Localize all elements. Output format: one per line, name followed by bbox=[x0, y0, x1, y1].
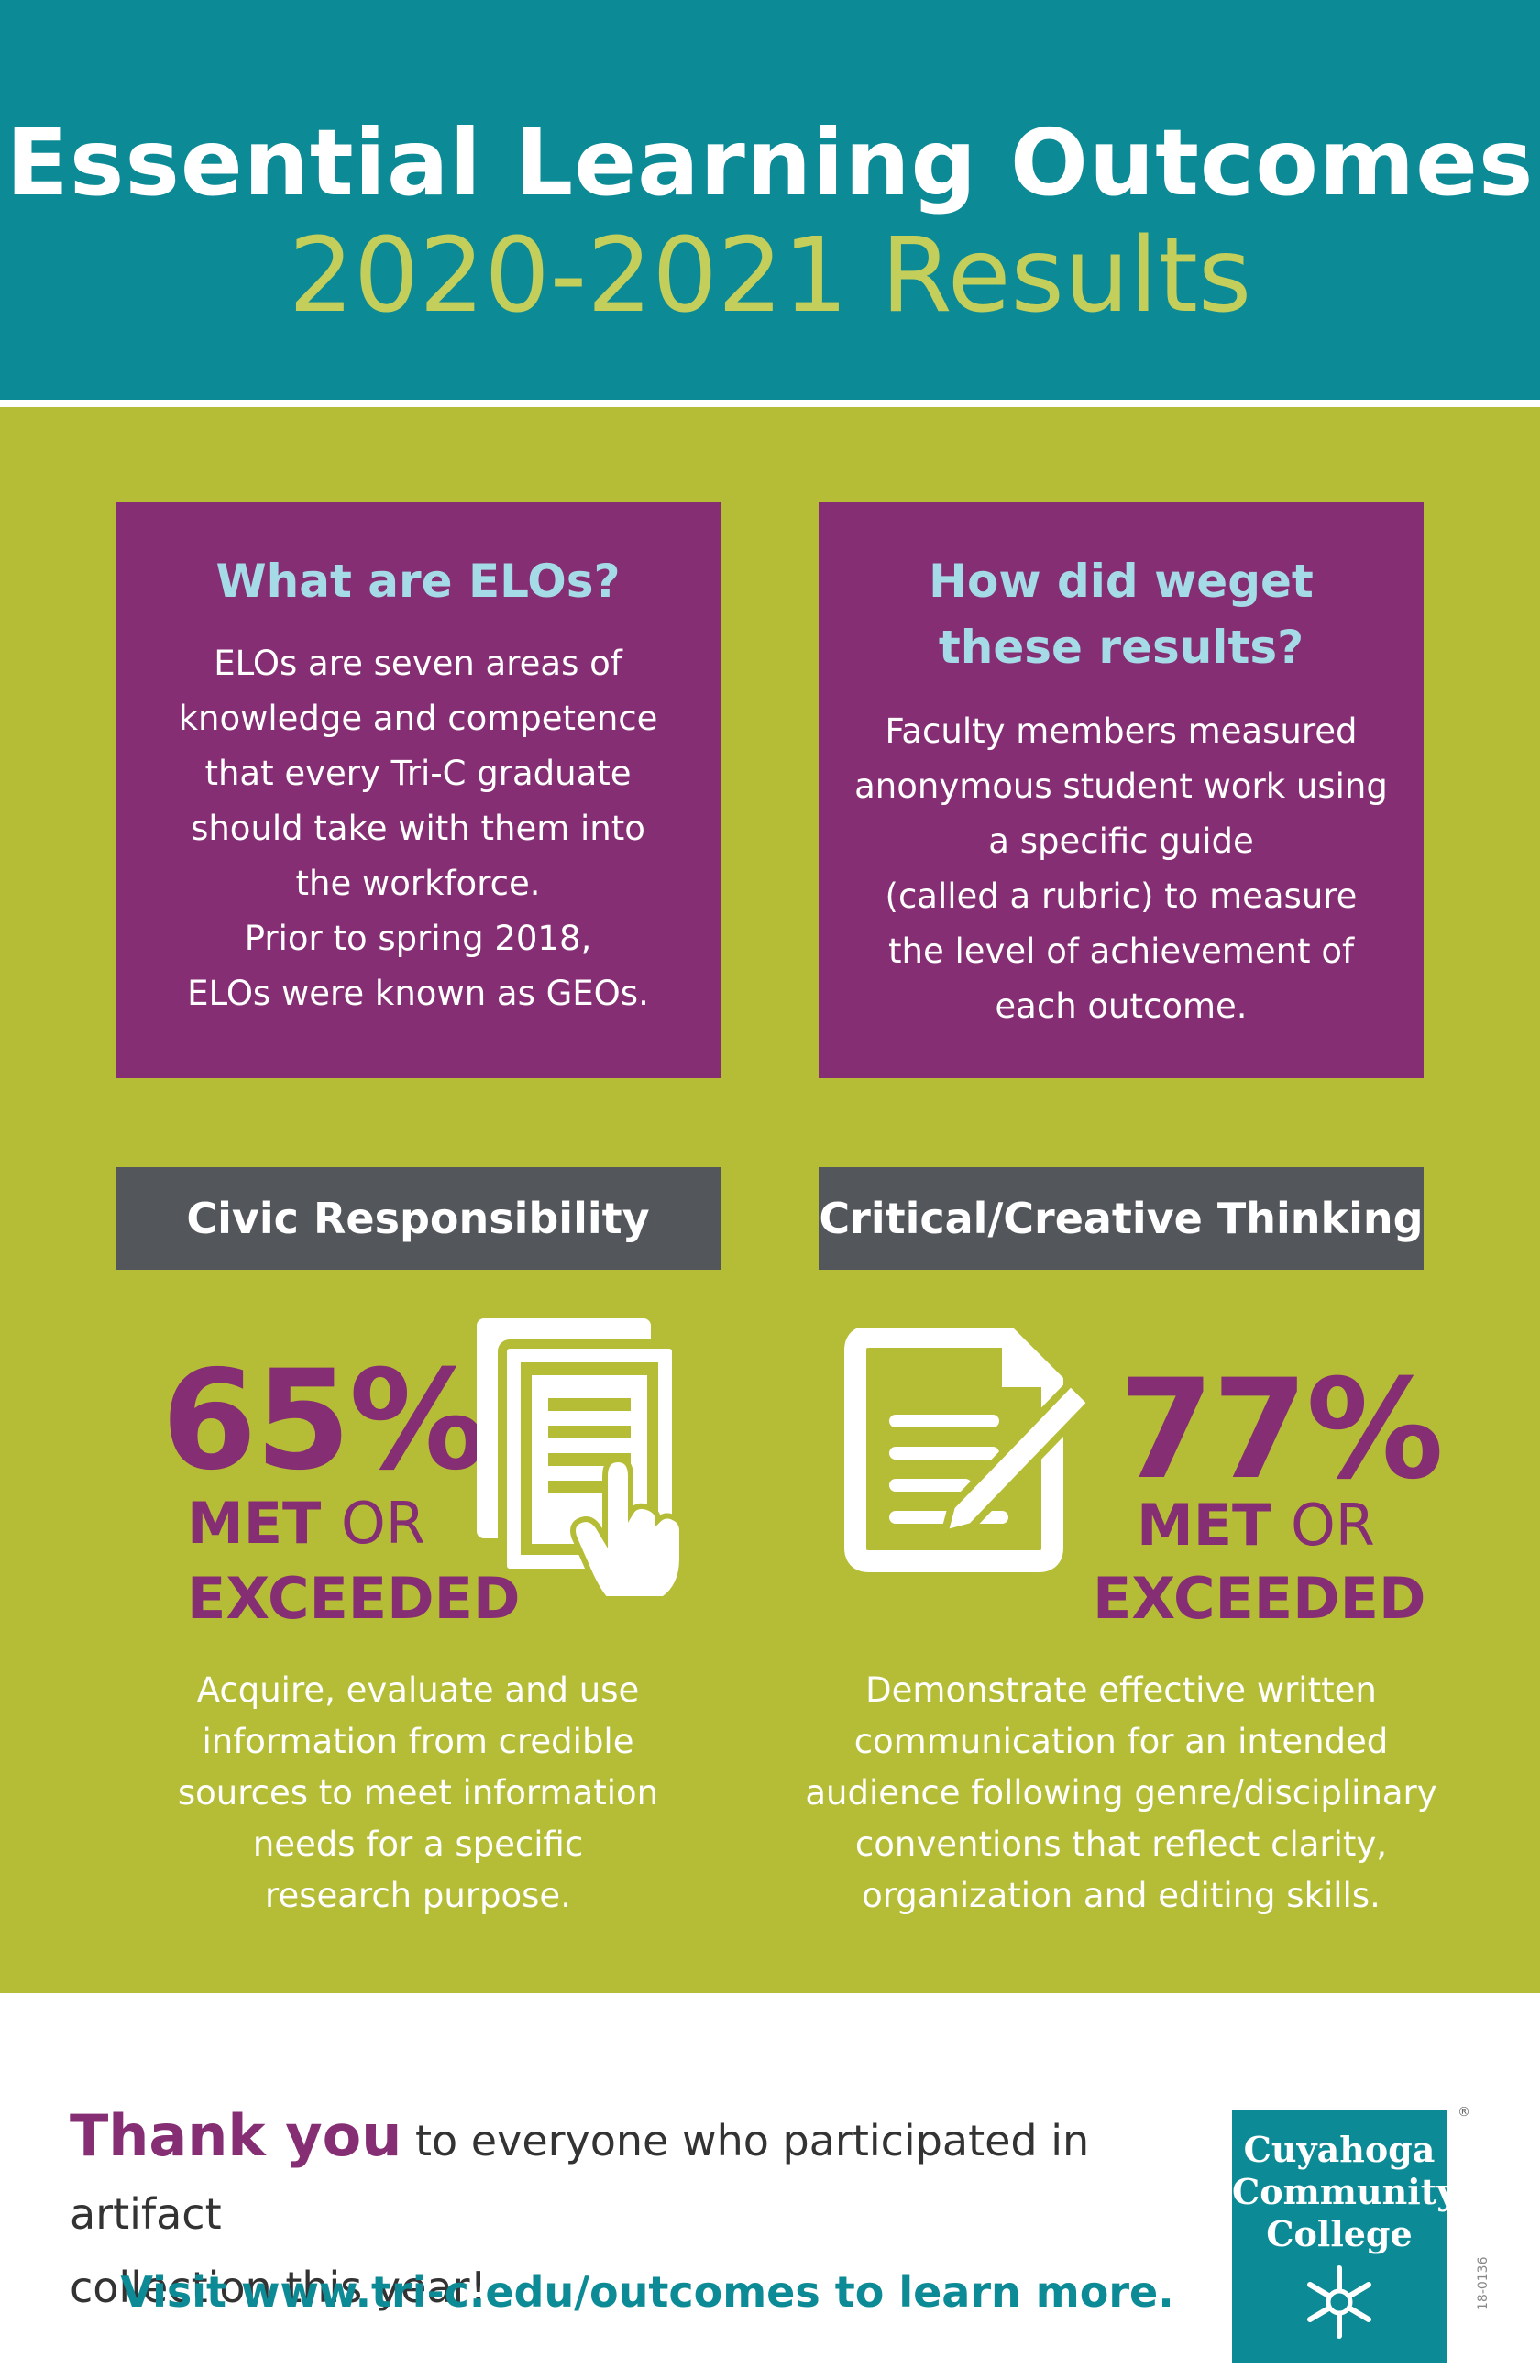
civic-responsibility-label: Civic Responsibility bbox=[116, 1167, 720, 1270]
critical-met-or: MET OR bbox=[1137, 1491, 1375, 1560]
note-line: ELOs were known as GEOs. bbox=[187, 974, 649, 1013]
critical-exceeded: EXCEEDED bbox=[1093, 1565, 1426, 1632]
desc-line: needs for a specific bbox=[252, 1824, 584, 1864]
desc-line: communication for an intended bbox=[853, 1722, 1389, 1761]
body-line: anonymous student work using bbox=[854, 766, 1388, 806]
page-title: Essential Learning Outcomes bbox=[6, 109, 1534, 216]
logo-line: College bbox=[1266, 2213, 1413, 2254]
body-line: the level of achievement of bbox=[887, 931, 1354, 971]
document-tap-icon bbox=[477, 1318, 685, 1602]
college-logo: Cuyahoga Community College bbox=[1232, 2110, 1458, 2363]
civic-description: Acquire, evaluate and use information fr… bbox=[116, 1665, 720, 1922]
body-line: Faculty members measured bbox=[885, 711, 1358, 751]
desc-line: information from credible bbox=[202, 1722, 634, 1761]
desc-line: conventions that reflect clarity, bbox=[854, 1824, 1388, 1864]
what-are-elos-body: ELOs are seven areas of knowledge and co… bbox=[116, 636, 720, 911]
desc-line: organization and editing skills. bbox=[862, 1876, 1380, 1915]
header-banner bbox=[0, 0, 1540, 400]
civic-met-or: MET OR bbox=[187, 1489, 425, 1559]
registered-mark: ® bbox=[1458, 2105, 1470, 2120]
how-results-heading: How did weget these results? bbox=[819, 548, 1424, 680]
body-line: ELOs are seven areas of bbox=[214, 644, 622, 683]
note-line: Prior to spring 2018, bbox=[244, 919, 592, 958]
thank-you-message: Thank you to everyone who participated i… bbox=[70, 2099, 1225, 2324]
civic-exceeded: EXCEEDED bbox=[187, 1565, 521, 1632]
how-results-box: How did weget these results? Faculty mem… bbox=[819, 502, 1424, 1078]
what-are-elos-box: What are ELOs? ELOs are seven areas of k… bbox=[116, 502, 720, 1078]
critical-percent: 77% bbox=[1118, 1350, 1444, 1510]
met-text: MET bbox=[1137, 1492, 1271, 1559]
page-subtitle: 2020-2021 Results bbox=[288, 216, 1252, 336]
document-code: 18-0136 bbox=[1476, 2256, 1490, 2311]
critical-description: Demonstrate effective written communicat… bbox=[798, 1665, 1445, 1922]
logo-line: Cuyahoga bbox=[1243, 2129, 1436, 2170]
desc-line: Acquire, evaluate and use bbox=[196, 1670, 640, 1710]
body-line: (called a rubric) to measure bbox=[885, 876, 1358, 916]
body-line: that every Tri-C graduate bbox=[204, 754, 632, 793]
desc-line: sources to meet information bbox=[177, 1773, 659, 1813]
body-line: the workforce. bbox=[295, 864, 541, 903]
thanks-text: to everyone who participated in artifact bbox=[70, 2116, 1090, 2239]
met-text: MET bbox=[187, 1490, 322, 1557]
critical-thinking-label: Critical/Creative Thinking bbox=[819, 1167, 1424, 1270]
body-line: should take with them into bbox=[191, 809, 645, 848]
what-are-elos-note: Prior to spring 2018, ELOs were known as… bbox=[116, 911, 720, 1021]
civic-percent: 65% bbox=[161, 1341, 487, 1501]
heading-line: these results? bbox=[938, 621, 1304, 674]
desc-line: research purpose. bbox=[265, 1876, 571, 1915]
thanks-line: collection this year! bbox=[70, 2263, 487, 2312]
or-text: OR bbox=[340, 1490, 425, 1557]
desc-line: audience following genre/disciplinary bbox=[805, 1773, 1437, 1813]
thank-you-strong: Thank you bbox=[70, 2102, 402, 2169]
what-are-elos-heading: What are ELOs? bbox=[215, 555, 621, 608]
body-line: a specific guide bbox=[988, 821, 1254, 861]
heading-line: How did weget bbox=[929, 555, 1314, 608]
document-pen-icon bbox=[844, 1328, 1096, 1572]
body-line: each outcome. bbox=[995, 986, 1248, 1026]
or-text: OR bbox=[1290, 1492, 1375, 1559]
visit-link[interactable]: Visit www.tri-c.edu/outcomes to learn mo… bbox=[120, 2267, 1174, 2317]
logo-line: Community bbox=[1232, 2171, 1458, 2212]
body-line: knowledge and competence bbox=[178, 699, 658, 738]
how-results-body: Faculty members measured anonymous stude… bbox=[819, 704, 1424, 1034]
thanks-line: Thank you to everyone who participated i… bbox=[70, 2099, 1225, 2251]
snowflake-logo-icon bbox=[1307, 2265, 1371, 2339]
desc-line: Demonstrate effective written bbox=[865, 1670, 1377, 1710]
divider bbox=[0, 400, 1540, 407]
